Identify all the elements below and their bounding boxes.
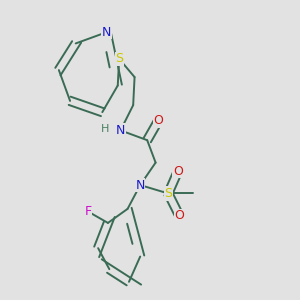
- Text: N: N: [116, 124, 125, 137]
- Text: N: N: [102, 26, 111, 39]
- Text: N: N: [136, 178, 145, 192]
- Text: S: S: [115, 52, 123, 65]
- Text: F: F: [85, 205, 92, 218]
- Text: O: O: [173, 164, 183, 178]
- Text: H: H: [101, 124, 109, 134]
- Text: O: O: [175, 209, 184, 222]
- Text: S: S: [164, 187, 172, 200]
- Text: O: O: [154, 114, 164, 127]
